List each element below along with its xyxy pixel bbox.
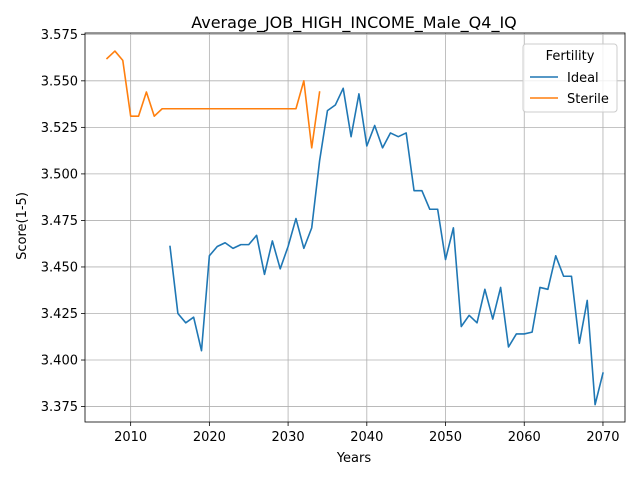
series-line-sterile <box>105 50 321 149</box>
y-tick-label: 3.525 <box>41 121 78 136</box>
legend: Fertility Ideal Sterile <box>522 43 618 113</box>
legend-label-sterile: Sterile <box>567 92 609 107</box>
x-tick-label: 2040 <box>350 430 383 445</box>
y-tick-label: 3.375 <box>41 400 78 415</box>
legend-title: Fertility <box>546 49 595 64</box>
legend-box <box>522 43 618 113</box>
plot-frame <box>84 32 626 423</box>
y-tick-label: 3.500 <box>41 167 78 182</box>
y-tick-label: 3.475 <box>41 214 78 229</box>
x-tick-label: 2050 <box>429 430 462 445</box>
series-line-ideal <box>169 87 604 406</box>
x-axis-ticks: 2010 2020 2030 2040 2050 2060 2070 <box>114 422 620 445</box>
y-tick-label: 3.400 <box>41 354 78 369</box>
y-axis-label: Score(1-5) <box>15 192 30 260</box>
y-tick-label: 3.425 <box>41 307 78 322</box>
chart-title: Average_JOB_HIGH_INCOME_Male_Q4_IQ <box>191 13 517 33</box>
y-tick-label: 3.450 <box>41 260 78 275</box>
series-layer <box>105 50 604 406</box>
y-axis-ticks: 3.375 3.400 3.425 3.450 3.475 3.500 3.525 3.550… <box>41 28 85 415</box>
y-tick-label: 3.550 <box>41 74 78 89</box>
x-axis-label: Years <box>336 451 372 466</box>
x-tick-label: 2060 <box>508 430 541 445</box>
x-tick-label: 2010 <box>114 430 147 445</box>
y-tick-label: 3.575 <box>41 28 78 43</box>
x-tick-label: 2020 <box>193 430 226 445</box>
x-tick-label: 2030 <box>272 430 305 445</box>
x-tick-label: 2070 <box>586 430 619 445</box>
legend-label-ideal: Ideal <box>567 71 599 86</box>
